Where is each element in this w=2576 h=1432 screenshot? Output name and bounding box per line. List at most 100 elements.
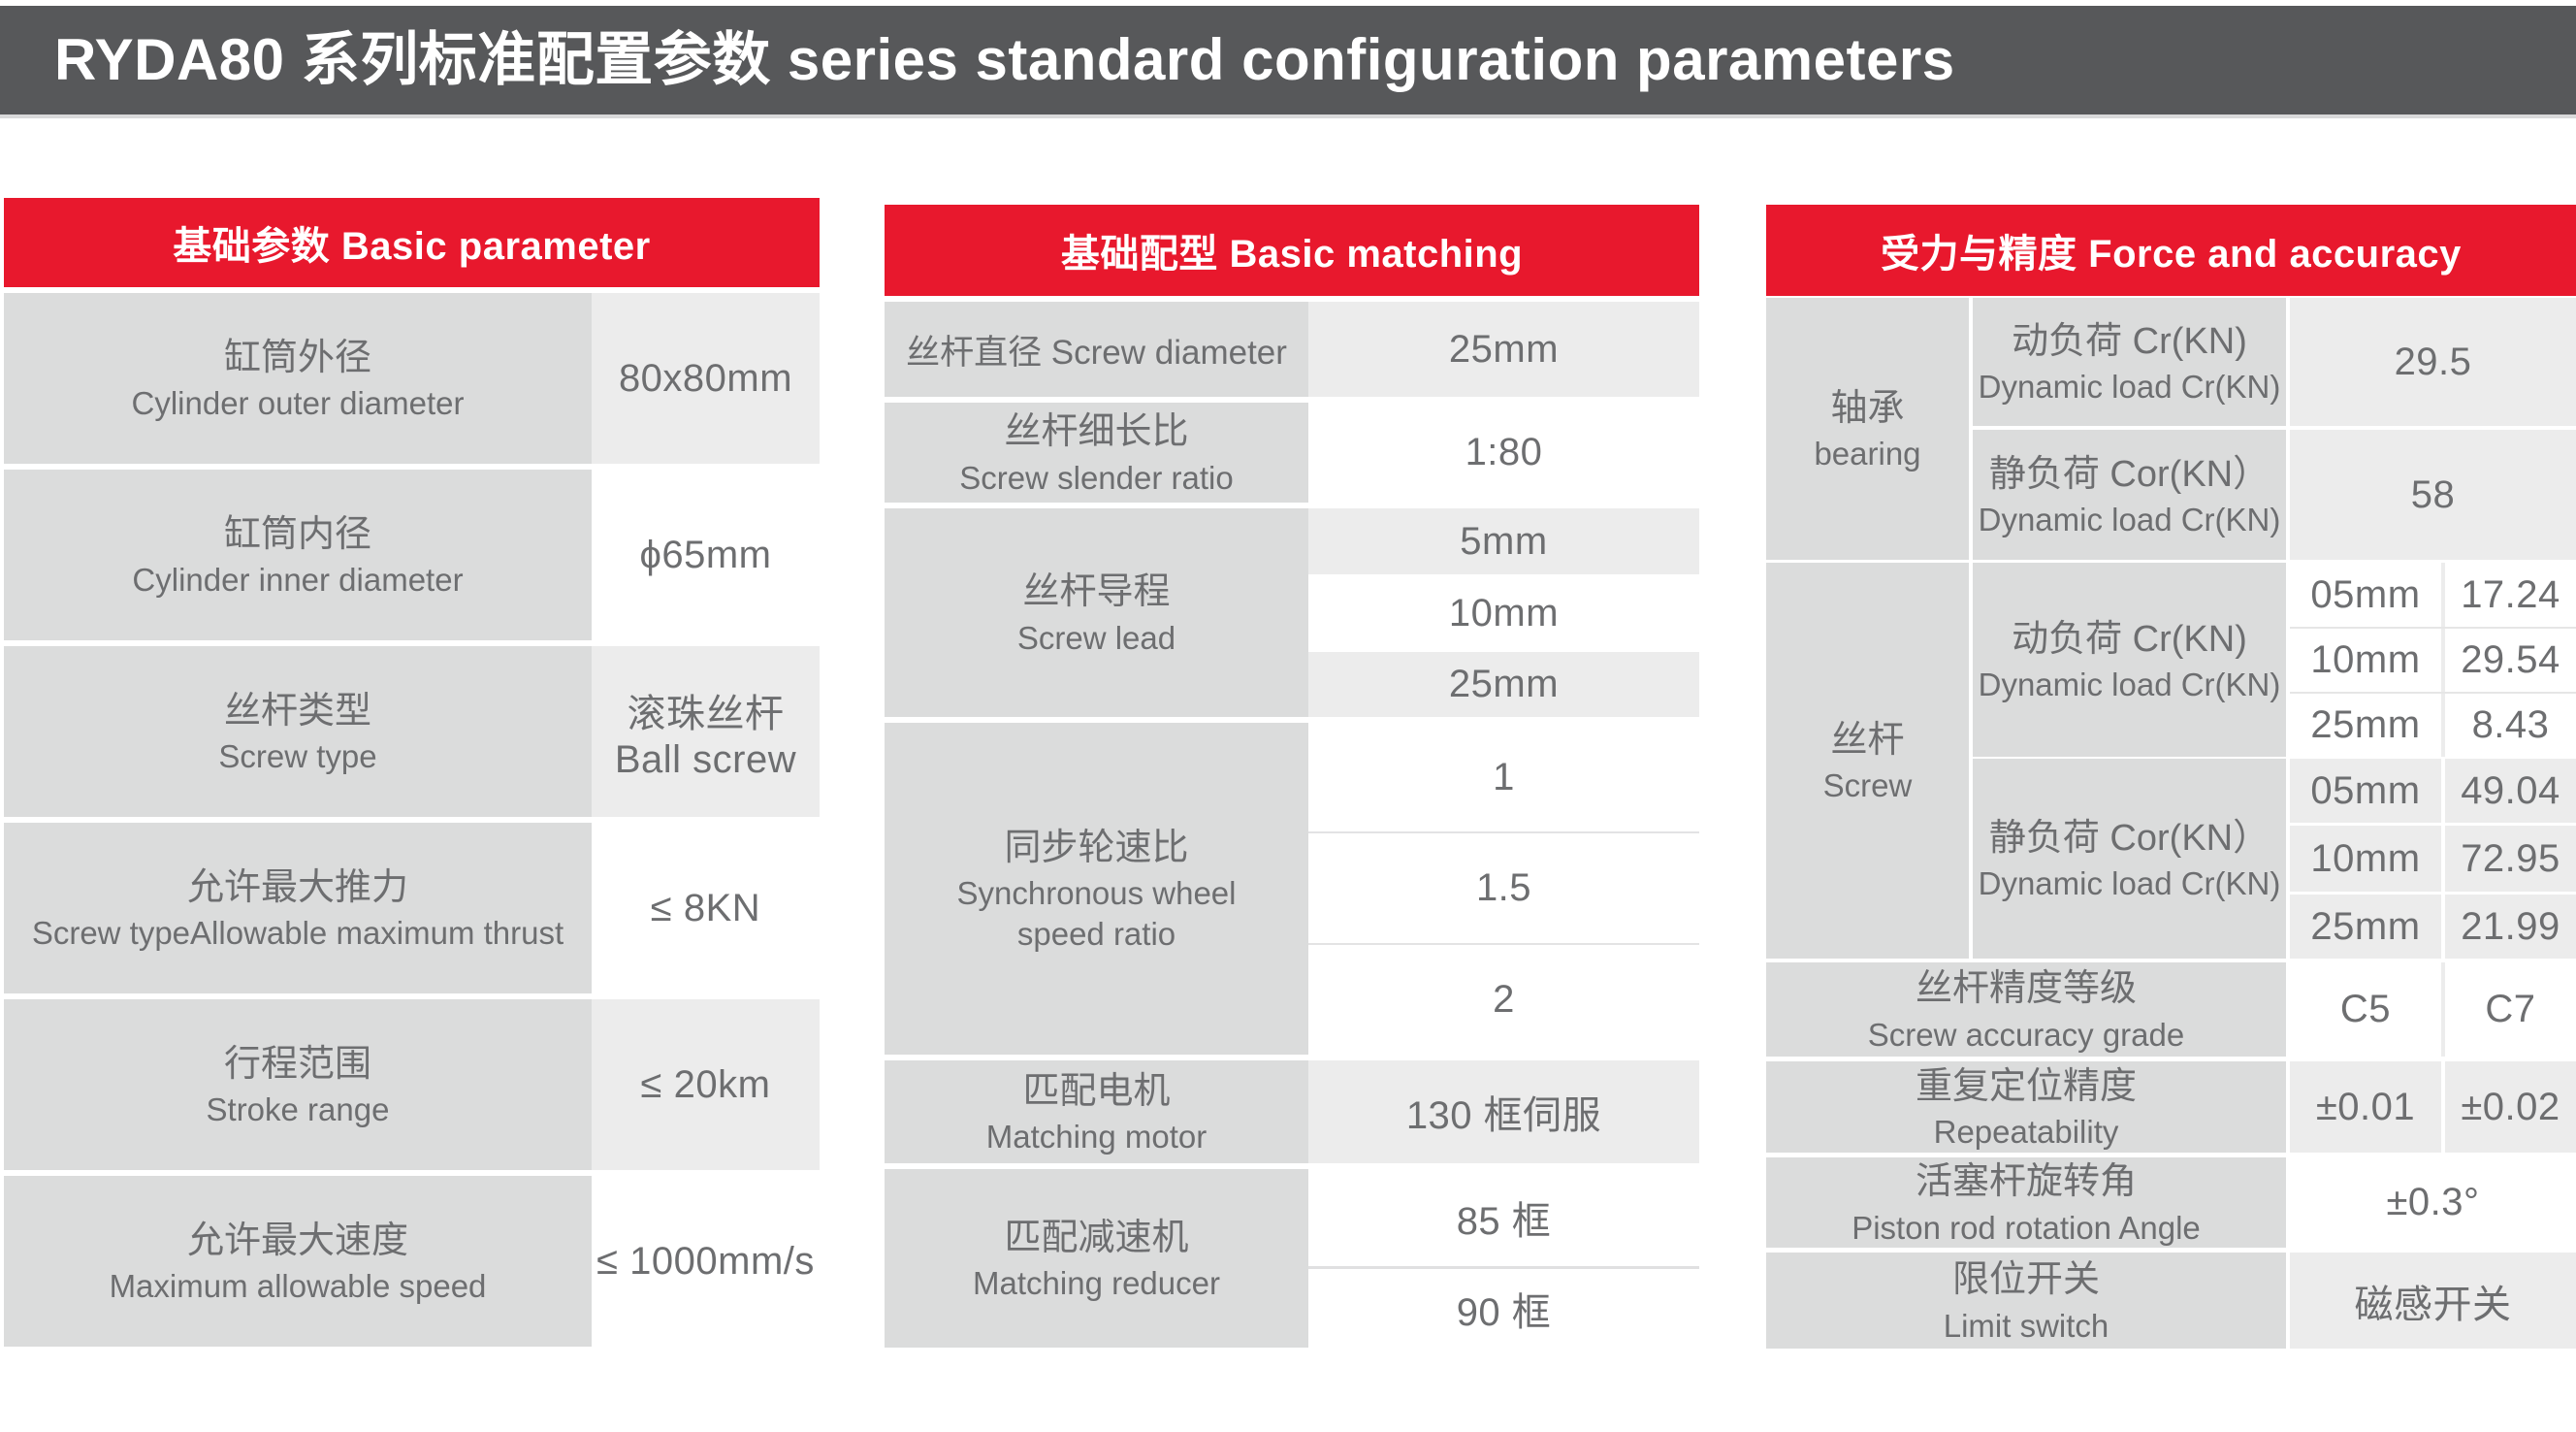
screw-section: 丝杆 Screw 动负荷 Cr(KN) Dynamic load Cr(KN) …	[1766, 563, 2576, 959]
row-label: 丝杆精度等级 Screw accuracy grade	[1766, 962, 2286, 1057]
table-row: 丝杆直径 Screw diameter 25mm	[885, 302, 1699, 397]
table-row: 25mm 21.99	[2290, 895, 2576, 959]
static-load-subsection: 静负荷 Cor(KN） Dynamic load Cr(KN) 05mm 49.…	[1973, 759, 2576, 959]
row-values: 25mm	[1308, 302, 1699, 397]
divider	[2441, 629, 2445, 692]
divider	[1308, 1266, 1699, 1269]
title-underline	[0, 114, 2576, 118]
row-label: 动负荷 Cr(KN) Dynamic load Cr(KN)	[1973, 563, 2286, 757]
row-label: 允许最大速度 Maximum allowable speed	[4, 1176, 592, 1347]
table-row: 动负荷 Cr(KN) Dynamic load Cr(KN) 29.5	[1973, 298, 2576, 426]
table-row: 允许最大速度 Maximum allowable speed ≤ 1000mm/…	[4, 1176, 820, 1347]
basic-matching-header: 基础配型 Basic matching	[885, 205, 1699, 296]
divider	[2441, 962, 2445, 1057]
row-label: 匹配电机 Matching motor	[885, 1060, 1308, 1163]
table-row: 同步轮速比 Synchronous wheel speed ratio 1 1.…	[885, 723, 1699, 1055]
table-row: 05mm 49.04	[2290, 759, 2576, 823]
row-value: 10mm	[1308, 579, 1699, 647]
table-row: 限位开关 Limit switch 磁感开关	[1766, 1253, 2576, 1349]
row-value: 49.04	[2445, 759, 2576, 823]
row-label: 匹配减速机 Matching reducer	[885, 1169, 1308, 1348]
row-value: 29.54	[2445, 629, 2576, 692]
row-value: ≤ 1000mm/s	[592, 1176, 820, 1347]
row-label: 行程范围 Stroke range	[4, 999, 592, 1170]
row-value: 滚珠丝杆 Ball screw	[592, 646, 820, 817]
sub-rows: 05mm 49.04 10mm 72.95 25mm	[2290, 759, 2576, 959]
row-value: 72.95	[2445, 826, 2576, 892]
row-value: ≤ 20km	[592, 999, 820, 1170]
basic-parameter-table: 基础参数 Basic parameter 缸筒外径 Cylinder outer…	[4, 198, 820, 1347]
row-label: 丝杆导程 Screw lead	[885, 508, 1308, 717]
row-value: ±0.3°	[2290, 1157, 2576, 1248]
row-value: 1:80	[1308, 403, 1699, 503]
basic-matching-table: 基础配型 Basic matching 丝杆直径 Screw diameter …	[885, 205, 1699, 1348]
basic-parameter-header: 基础参数 Basic parameter	[4, 198, 820, 287]
row-value: ≤ 8KN	[592, 823, 820, 993]
table-row: 允许最大推力 Screw typeAllowable maximum thrus…	[4, 823, 820, 993]
page-title: RYDA80 系列标准配置参数 series standard configur…	[54, 27, 1955, 92]
row-value: C7	[2445, 962, 2576, 1057]
lead-value: 05mm	[2290, 759, 2441, 823]
row-value: 25mm	[1308, 302, 1699, 397]
row-label: 静负荷 Cor(KN） Dynamic load Cr(KN)	[1973, 430, 2286, 560]
row-value: 17.24	[2445, 563, 2576, 627]
row-label: 缸筒内径 Cylinder inner diameter	[4, 470, 592, 640]
divider	[1308, 831, 1699, 833]
group-label: 丝杆 Screw	[1766, 563, 1969, 959]
row-values: 130 框伺服	[1308, 1060, 1699, 1163]
bearing-rows: 动负荷 Cr(KN) Dynamic load Cr(KN) 29.5 静负荷 …	[1973, 298, 2576, 560]
table-row: 行程范围 Stroke range ≤ 20km	[4, 999, 820, 1170]
row-values: 5mm 10mm 25mm	[1308, 508, 1699, 717]
row-value: 磁感开关	[2290, 1253, 2576, 1349]
row-label: 活塞杆旋转角 Piston rod rotation Angle	[1766, 1157, 2286, 1248]
dynamic-load-subsection: 动负荷 Cr(KN) Dynamic load Cr(KN) 05mm 17.2…	[1973, 563, 2576, 757]
divider	[2290, 692, 2576, 694]
table-row: 丝杆细长比 Screw slender ratio 1:80	[885, 403, 1699, 503]
table-row: 丝杆精度等级 Screw accuracy grade C5 C7	[1766, 962, 2576, 1057]
bearing-section: 轴承 bearing 动负荷 Cr(KN) Dynamic load Cr(KN…	[1766, 298, 2576, 560]
sub-rows: 05mm 17.24 10mm 29.54 25mm	[2290, 563, 2576, 757]
table-row: 静负荷 Cor(KN） Dynamic load Cr(KN) 58	[1973, 430, 2576, 560]
row-value: 85 框	[1308, 1169, 1699, 1266]
row-value: 5mm	[1308, 508, 1699, 574]
divider	[2441, 563, 2445, 627]
row-label: 缸筒外径 Cylinder outer diameter	[4, 293, 592, 464]
force-accuracy-table: 受力与精度 Force and accuracy 轴承 bearing 动负荷 …	[1766, 205, 2576, 1349]
table-row: 重复定位精度 Repeatability ±0.01 ±0.02	[1766, 1061, 2576, 1153]
row-value: 8.43	[2445, 694, 2576, 757]
row-label: 丝杆类型 Screw type	[4, 646, 592, 817]
lead-value: 05mm	[2290, 563, 2441, 627]
row-value: 21.99	[2445, 895, 2576, 959]
row-value: 25mm	[1308, 652, 1699, 717]
row-values: 1 1.5 2	[1308, 723, 1699, 1055]
table-row: 匹配电机 Matching motor 130 框伺服	[885, 1060, 1699, 1163]
row-value: 1.5	[1308, 833, 1699, 943]
title-bar: RYDA80 系列标准配置参数 series standard configur…	[0, 6, 2576, 114]
table-row: 丝杆类型 Screw type 滚珠丝杆 Ball screw	[4, 646, 820, 817]
row-values: 85 框 90 框	[1308, 1169, 1699, 1348]
table-row: 10mm 29.54	[2290, 629, 2576, 692]
row-label: 丝杆直径 Screw diameter	[885, 302, 1308, 397]
row-value: 58	[2290, 430, 2576, 560]
row-value: 29.5	[2290, 298, 2576, 426]
group-label: 轴承 bearing	[1766, 298, 1969, 560]
lead-value: 25mm	[2290, 895, 2441, 959]
row-label: 允许最大推力 Screw typeAllowable maximum thrus…	[4, 823, 592, 993]
table-row: 丝杆导程 Screw lead 5mm 10mm 25mm	[885, 508, 1699, 717]
lead-value: 10mm	[2290, 826, 2441, 892]
row-value: 1	[1308, 723, 1699, 831]
row-value: 2	[1308, 945, 1699, 1055]
table-row: 缸筒内径 Cylinder inner diameter ϕ65mm	[4, 470, 820, 640]
force-accuracy-header: 受力与精度 Force and accuracy	[1766, 205, 2576, 296]
row-label: 丝杆细长比 Screw slender ratio	[885, 403, 1308, 503]
table-row: 25mm 8.43	[2290, 694, 2576, 757]
divider	[2290, 627, 2576, 629]
row-label: 动负荷 Cr(KN) Dynamic load Cr(KN)	[1973, 298, 2286, 426]
divider	[2441, 694, 2445, 757]
row-values: 1:80	[1308, 403, 1699, 503]
row-value: 90 框	[1308, 1269, 1699, 1348]
table-row: 05mm 17.24	[2290, 563, 2576, 627]
row-value: ϕ65mm	[592, 470, 820, 640]
table-row: 缸筒外径 Cylinder outer diameter 80x80mm	[4, 293, 820, 464]
row-value: ±0.02	[2445, 1061, 2576, 1153]
